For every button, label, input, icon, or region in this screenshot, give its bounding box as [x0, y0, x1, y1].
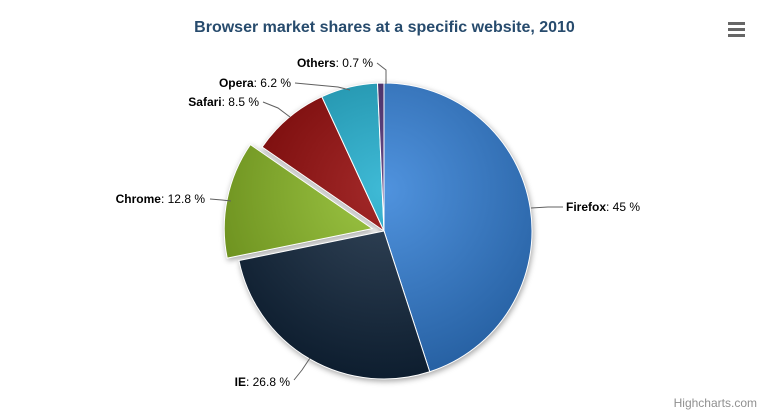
- chart-title: Browser market shares at a specific webs…: [194, 19, 575, 36]
- data-labels: Firefox: 45 % IE: 26.8 % Chrome: 12.8 % Saf…: [116, 56, 641, 389]
- pie-series: [223, 82, 533, 380]
- label-connector: [294, 82, 351, 91]
- credits-link[interactable]: Highcharts.com: [673, 396, 757, 410]
- label-connector: [262, 101, 291, 118]
- label-connectors: [209, 62, 563, 381]
- data-label-ie: IE: 26.8 %: [235, 375, 291, 389]
- label-connector: [209, 198, 232, 202]
- label-connector: [530, 206, 563, 209]
- pie-slice-chrome[interactable]: [223, 143, 374, 259]
- label-connector: [376, 62, 387, 84]
- label-connector: [293, 357, 311, 381]
- data-label-chrome: Chrome: 12.8 %: [116, 192, 206, 206]
- data-label-opera: Opera: 6.2 %: [219, 76, 291, 90]
- data-label-firefox: Firefox: 45 %: [566, 200, 640, 214]
- pie-slice-firefox[interactable]: [383, 82, 533, 373]
- pie-slice-others[interactable]: [376, 82, 385, 232]
- hamburger-menu-icon: [727, 21, 745, 37]
- export-menu-button[interactable]: [724, 18, 748, 40]
- data-label-safari: Safari: 8.5 %: [188, 95, 259, 109]
- data-label-others: Others: 0.7 %: [297, 56, 373, 70]
